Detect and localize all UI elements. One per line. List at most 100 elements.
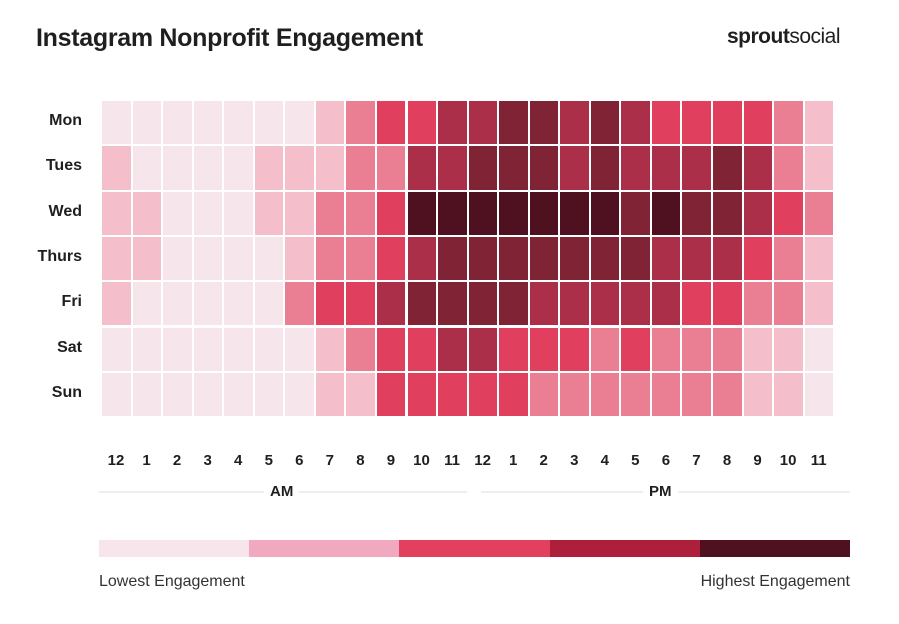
heatmap-cell [774,191,803,235]
heatmap-cell [193,101,223,145]
heatmap-cell [713,236,742,281]
heatmap-cell [407,282,437,326]
hour-label: 5 [264,452,273,469]
hour-label: 3 [570,452,579,469]
heatmap-cell [529,101,559,145]
heatmap-cell [346,191,375,235]
heatmap-cell [132,282,162,326]
heatmap-cell [254,146,284,190]
heatmap-cell [438,372,467,417]
hour-label: 7 [325,452,335,469]
heatmap-cell [376,101,406,145]
heatmap-cell [224,327,253,371]
heatmap-cell [499,101,528,145]
page-title: Instagram Nonprofit Engagement [36,24,423,52]
heatmap-cell [438,101,467,145]
heatmap-cell [743,282,773,326]
heatmap-cell [590,282,620,326]
hour-label: 4 [234,452,243,469]
heatmap-cell [804,372,834,417]
hour-label: 2 [172,452,182,469]
heatmap-cell [438,236,467,281]
heatmap-cell [315,236,345,281]
heatmap-cell [102,372,131,417]
heatmap-cell [285,146,314,190]
heatmap-cell [102,191,131,235]
heatmap-cell [743,372,773,417]
heatmap-cell [682,101,711,145]
heatmap-cell [560,327,589,371]
heatmap-cell [468,372,498,417]
heatmap-cell [468,101,498,145]
row-label: Fri [61,293,82,311]
heatmap-cell [132,101,162,145]
heatmap-cell [560,101,589,145]
hour-label: 12 [474,452,491,469]
heatmap-cell [224,236,253,281]
heatmap-cell [163,236,192,281]
heatmap-cell [376,282,406,326]
hour-label: 8 [356,452,365,469]
hour-label: 9 [386,452,396,469]
heatmap-cell [315,282,345,326]
hour-label: 1 [508,452,518,469]
row-label: Tues [45,157,82,175]
heatmap-cell [407,191,437,235]
heatmap-cell [193,236,223,281]
heatmap-cell [499,146,528,190]
heatmap-cell [621,101,650,145]
heatmap-cell [132,327,162,371]
hour-label: 11 [444,452,460,469]
heatmap-cell [407,146,437,190]
heatmap-cell [713,282,742,326]
heatmap-cell [193,327,223,371]
heatmap-cell [651,372,681,417]
heatmap-cell [285,191,314,235]
heatmap-cell [743,101,773,145]
heatmap-cell [743,236,773,281]
heatmap-cell [560,191,589,235]
heatmap-cell [590,146,620,190]
heatmap-cell [499,191,528,235]
heatmap-cell [468,236,498,281]
heatmap-cell [529,236,559,281]
heatmap-cell [713,191,742,235]
heatmap-cell [254,191,284,235]
heatmap-cell [254,236,284,281]
legend-swatch [399,540,551,557]
heatmap-cell [407,327,437,371]
heatmap-cell [163,282,192,326]
legend-high-label: Highest Engagement [700,573,850,590]
heatmap-cell [376,191,406,235]
heatmap-cell [254,327,284,371]
heatmap-cell [376,236,406,281]
pm-label: PM [643,483,678,500]
heatmap-cell [621,327,650,371]
heatmap-cell [621,191,650,235]
heatmap-cell [438,282,467,326]
heatmap-cell [682,327,711,371]
heatmap-cell [529,146,559,190]
heatmap-cell [163,327,192,371]
heatmap-cell [682,191,711,235]
heatmap-cell [132,372,162,417]
heatmap-cell [346,101,375,145]
heatmap-cell [224,372,253,417]
heatmap-cell [193,372,223,417]
legend-swatch [549,540,701,557]
heatmap-cell [529,372,559,417]
heatmap-cell [651,327,681,371]
heatmap-cell [590,191,620,235]
heatmap-cell [621,146,650,190]
heatmap-cell [376,146,406,190]
hour-label: 12 [107,452,125,469]
hour-label: 6 [295,452,304,469]
legend-swatch [99,540,250,557]
heatmap-cell [438,327,467,371]
row-label: Wed [48,202,82,220]
heatmap-cell [499,282,528,326]
heatmap-cell [743,327,773,371]
heatmap-cell [774,101,803,145]
hour-label: 1 [142,452,151,469]
heatmap-cell [774,282,803,326]
